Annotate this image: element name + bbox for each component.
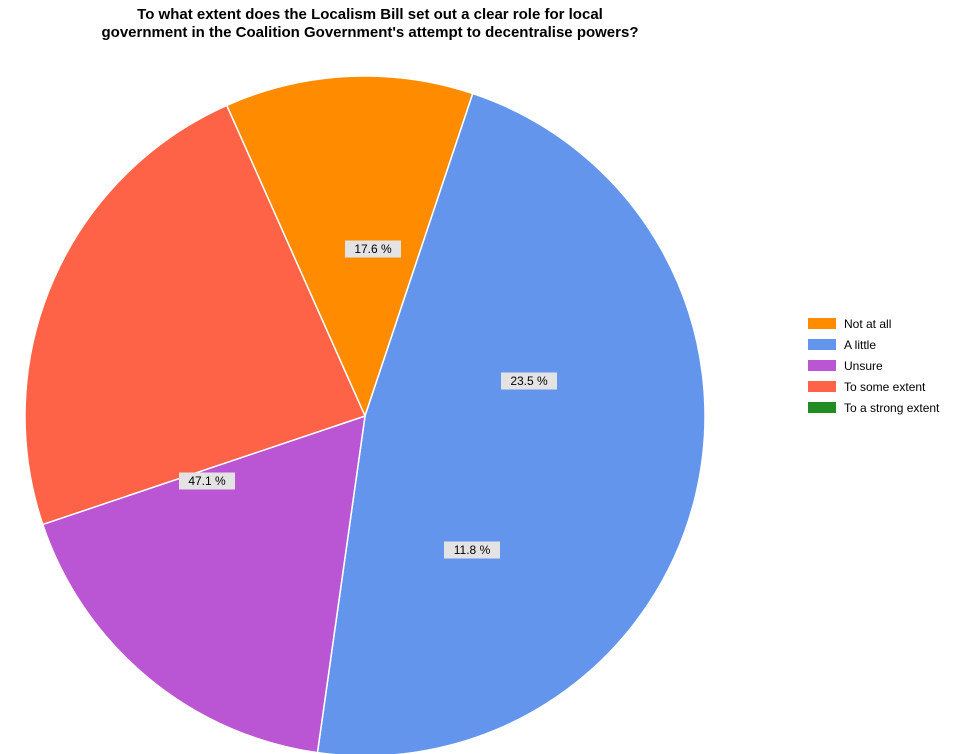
legend-label-not-at-all: Not at all bbox=[844, 316, 892, 331]
legend-label-unsure: Unsure bbox=[844, 358, 883, 373]
legend-label-to-some-extent: To some extent bbox=[844, 379, 926, 394]
chart-title: To what extent does the Localism Bill se… bbox=[0, 6, 740, 42]
legend-item-unsure: Unsure bbox=[808, 355, 939, 376]
svg-text:11.8 %: 11.8 % bbox=[454, 543, 491, 557]
pie-slice-to-some-extent bbox=[24, 104, 367, 526]
legend-swatch-not-at-all bbox=[808, 318, 836, 329]
legend-label-a-little: A little bbox=[844, 337, 877, 352]
slice-label-unsure: 17.6 % bbox=[345, 240, 401, 258]
chart-title-line-1: To what extent does the Localism Bill se… bbox=[137, 6, 603, 23]
pie-slice-unsure bbox=[41, 414, 366, 754]
pie-chart: 11.8 % 47.1 % 17.6 % 23.5 % bbox=[24, 75, 706, 754]
legend-item-to-some-extent: To some extent bbox=[808, 376, 939, 397]
legend-swatch-a-little bbox=[808, 339, 836, 350]
legend-swatch-to-some-extent bbox=[808, 381, 836, 392]
legend-item-to-a-strong-extent: To a strong extent bbox=[808, 397, 939, 418]
svg-text:17.6 %: 17.6 % bbox=[354, 242, 392, 256]
chart-title-line-2: government in the Coalition Government's… bbox=[101, 24, 639, 41]
slice-label-to-some-extent: 23.5 % bbox=[501, 372, 557, 390]
slice-label-a-little: 47.1 % bbox=[179, 472, 235, 490]
svg-text:47.1 %: 47.1 % bbox=[188, 474, 226, 488]
legend-label-to-a-strong-extent: To a strong extent bbox=[844, 400, 940, 415]
svg-text:23.5 %: 23.5 % bbox=[510, 374, 548, 388]
legend-item-a-little: A little bbox=[808, 334, 939, 355]
chart-legend: Not at all A little Unsure To some exten… bbox=[808, 313, 939, 418]
legend-swatch-unsure bbox=[808, 360, 836, 371]
legend-swatch-to-a-strong-extent bbox=[808, 402, 836, 413]
legend-item-not-at-all: Not at all bbox=[808, 313, 939, 334]
slice-label-not-at-all: 11.8 % bbox=[444, 541, 500, 559]
pie-slice-a-little bbox=[316, 92, 706, 754]
